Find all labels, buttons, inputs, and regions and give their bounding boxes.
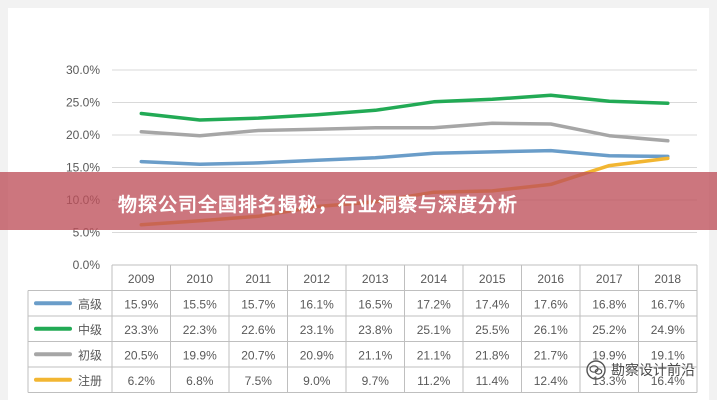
data-label: 20.7% [241,348,275,362]
data-label: 11.4% [476,374,509,388]
data-label: 21.8% [475,348,509,362]
y-tick-label: 20.0% [66,128,100,142]
data-label: 15.9% [124,297,158,311]
y-tick-label: 25.0% [66,96,100,110]
data-label: 20.5% [124,348,158,362]
x-tick-label: 2017 [596,272,623,286]
series-line-初级 [139,121,670,143]
data-label: 21.1% [358,348,392,362]
data-label: 25.1% [417,323,451,337]
x-tick-label: 2013 [362,272,389,286]
data-label: 21.7% [534,348,568,362]
data-label: 12.4% [534,374,568,388]
data-label: 25.5% [475,323,509,337]
data-label: 20.9% [300,348,334,362]
data-label: 17.4% [475,297,509,311]
x-tick-label: 2011 [245,272,271,286]
data-label: 15.5% [183,297,217,311]
data-label: 22.6% [241,323,275,337]
data-label: 17.2% [417,297,451,311]
x-tick-label: 2012 [303,272,330,286]
data-label: 9.0% [303,374,331,388]
watermark-text: 勘察设计前沿 [611,363,695,379]
legend-label: 注册 [78,373,102,388]
y-tick-label: 30.0% [66,63,100,77]
y-tick-label: 15.0% [66,161,100,175]
data-label: 23.8% [358,323,392,337]
data-label: 19.9% [592,348,626,362]
series-line-中级 [139,93,670,122]
data-label: 11.2% [417,374,450,388]
watermark: 勘察设计前沿 [586,360,695,380]
data-label: 16.8% [592,297,626,311]
data-label: 19.1% [651,348,685,362]
title-banner: 物探公司全国排名揭秘，行业洞察与深度分析 [0,172,717,230]
data-label: 6.2% [128,374,156,388]
data-label: 19.9% [183,348,217,362]
x-tick-label: 2010 [186,272,213,286]
x-tick-label: 2015 [479,272,506,286]
x-tick-label: 2009 [128,272,155,286]
data-label: 16.1% [300,297,334,311]
x-tick-label: 2018 [654,272,681,286]
data-label: 21.1% [417,348,451,362]
data-label: 26.1% [534,323,568,337]
legend-label: 高级 [78,296,102,311]
data-label: 16.5% [358,297,392,311]
data-label: 22.3% [183,323,217,337]
banner-title: 物探公司全国排名揭秘，行业洞察与深度分析 [118,194,519,216]
data-label: 9.7% [362,374,390,388]
data-label: 16.7% [651,297,685,311]
legend-label: 初级 [78,348,102,362]
data-label: 25.2% [592,323,626,337]
x-tick-label: 2016 [537,272,564,286]
x-tick-label: 2014 [420,272,447,286]
series-line-高级 [139,148,670,167]
data-label: 17.6% [534,297,568,311]
data-label: 23.1% [300,323,334,337]
legend-label: 中级 [78,322,102,337]
data-label: 15.7% [241,297,275,311]
data-label: 6.8% [186,374,214,388]
data-label: 23.3% [124,323,158,337]
wechat-icon [586,360,606,380]
y-tick-label: 0.0% [73,258,101,272]
data-label: 7.5% [245,374,273,388]
data-label: 16.4% [651,374,685,388]
data-label: 24.9% [651,323,685,337]
